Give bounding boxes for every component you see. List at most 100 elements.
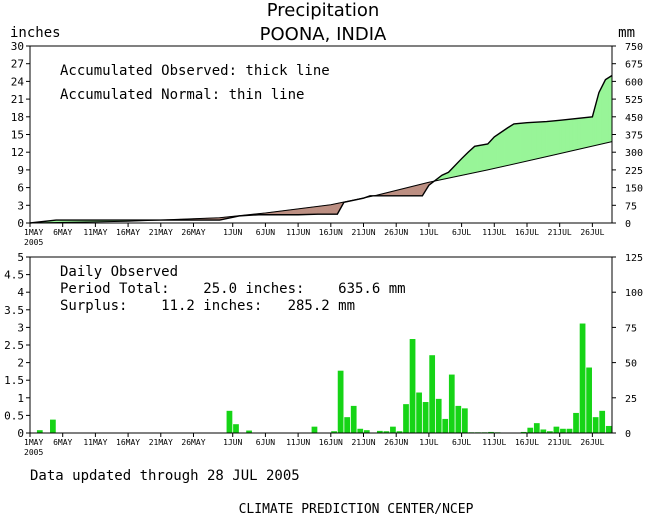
- daily-bar: [573, 412, 579, 433]
- daily-bar: [540, 429, 547, 433]
- B-ytick-left-label: 2: [17, 357, 24, 370]
- B-xtick-label: 21JUN: [351, 438, 375, 447]
- daily-bar: [363, 430, 370, 433]
- B-xtick-label: 21JUL: [548, 438, 572, 447]
- T-ytick-left-label: 0: [17, 217, 24, 230]
- T-ytick-right-label: 0: [625, 219, 631, 230]
- T-ytick-left-label: 12: [11, 146, 24, 159]
- T-ytick-right-label: 675: [625, 60, 643, 71]
- B-xtick-label: 16JUL: [515, 438, 539, 447]
- daily-bar: [461, 408, 468, 433]
- daily-bar: [448, 374, 455, 433]
- accumulated-observed-line: [29, 74, 613, 224]
- B-ytick-left-label: 0: [17, 427, 24, 440]
- T-ytick-left-label: 9: [17, 164, 24, 177]
- B-ytick-right-label: 100: [625, 288, 643, 299]
- daily-bar: [547, 431, 553, 433]
- daily-bar: [331, 431, 337, 433]
- daily-bar: [409, 339, 416, 433]
- T-xtick-label: 6MAY: [53, 228, 72, 237]
- daily-bar: [233, 424, 239, 433]
- B-xtick-label: 1MAY: [24, 438, 43, 447]
- B-ytick-right-label: 125: [625, 253, 643, 264]
- daily-bar: [422, 402, 429, 433]
- B-xtick-label: 26MAY: [181, 438, 205, 447]
- daily-bar: [416, 392, 422, 433]
- daily-bar: [520, 431, 527, 433]
- T-ytick-left-label: 24: [11, 75, 25, 88]
- T-ytick-left-label: 6: [17, 182, 24, 195]
- right-axis-unit: mm: [618, 25, 635, 41]
- T-xtick-label: 11MAY: [83, 228, 107, 237]
- T-ytick-right-label: 600: [625, 77, 643, 88]
- daily-bar: [337, 370, 344, 433]
- B-ytick-left-label: 4.5: [4, 269, 24, 282]
- footer-updated: Data updated through 28 JUL 2005: [30, 468, 300, 484]
- daily-bar: [560, 428, 566, 433]
- B-xtick-label: 11MAY: [83, 438, 107, 447]
- surplus-label: Surplus: 11.2 inches: 285.2 mm: [60, 298, 355, 314]
- period-total-label: Period Total: 25.0 inches: 635.6 mm: [60, 281, 406, 297]
- T-ytick-right-label: 750: [625, 42, 643, 53]
- daily-bar: [344, 417, 351, 433]
- B-xtick-label: 11JUL: [482, 438, 506, 447]
- B-ytick-left-label: 3: [17, 321, 24, 334]
- daily-bar: [442, 418, 449, 433]
- T-xtick-label: 1JUL: [419, 228, 438, 237]
- T-xtick-label: 16MAY: [116, 228, 140, 237]
- T-xyear-label: 2005: [24, 238, 43, 247]
- B-ytick-right-label: 0: [625, 429, 631, 440]
- left-axis-unit: inches: [10, 25, 61, 41]
- chart-title: Precipitation: [267, 0, 380, 21]
- T-xtick-label: 21MAY: [149, 228, 173, 237]
- T-ytick-right-label: 525: [625, 95, 643, 106]
- T-xtick-label: 21JUN: [351, 228, 375, 237]
- B-xtick-label: 26JUN: [384, 438, 408, 447]
- daily-bar: [455, 405, 462, 433]
- B-ytick-left-label: 1: [17, 392, 24, 405]
- daily-bar: [403, 404, 409, 433]
- daily-observed-label: Daily Observed: [60, 264, 178, 280]
- B-xtick-label: 1JUN: [223, 438, 242, 447]
- B-xtick-label: 11JUN: [286, 438, 310, 447]
- daily-bar: [599, 410, 606, 433]
- daily-bar: [226, 410, 233, 433]
- T-ytick-right-label: 300: [625, 148, 643, 159]
- daily-bar: [311, 426, 318, 433]
- T-xtick-label: 16JUN: [319, 228, 343, 237]
- T-ytick-right-label: 450: [625, 113, 643, 124]
- chart-subtitle: POONA, INDIA: [260, 24, 387, 45]
- legend-normal: Accumulated Normal: thin line: [60, 87, 304, 103]
- daily-bar: [566, 428, 573, 433]
- daily-bar: [579, 323, 586, 433]
- B-xtick-label: 16MAY: [116, 438, 140, 447]
- daily-bar: [383, 431, 390, 433]
- B-xtick-label: 21MAY: [149, 438, 173, 447]
- T-ytick-left-label: 15: [11, 129, 24, 142]
- T-xtick-label: 6JUN: [256, 228, 275, 237]
- B-xyear-label: 2005: [24, 448, 43, 457]
- T-xtick-label: 11JUL: [482, 228, 506, 237]
- legend-observed: Accumulated Observed: thick line: [60, 63, 330, 79]
- T-ytick-right-label: 375: [625, 131, 643, 142]
- B-xtick-label: 6JUN: [256, 438, 275, 447]
- accumulated-panel: inches mm Accumulated Observed: thick line…: [10, 25, 643, 247]
- daily-bar: [350, 405, 357, 433]
- B-ytick-left-label: 5: [17, 251, 24, 264]
- T-xtick-label: 26JUN: [384, 228, 408, 237]
- B-xtick-label: 1JUL: [419, 438, 438, 447]
- daily-bar: [396, 431, 403, 433]
- B-ytick-right-label: 75: [625, 323, 637, 334]
- T-xtick-label: 1JUN: [223, 228, 242, 237]
- daily-bar: [592, 417, 599, 433]
- T-xtick-label: 1MAY: [24, 228, 43, 237]
- B-xtick-label: 6MAY: [53, 438, 72, 447]
- daily-bar: [488, 431, 494, 433]
- B-ytick-left-label: 2.5: [4, 339, 24, 352]
- T-xtick-label: 6JUL: [452, 228, 471, 237]
- T-xtick-label: 16JUL: [515, 228, 539, 237]
- B-ytick-left-label: 1.5: [4, 374, 24, 387]
- T-ytick-right-label: 75: [625, 201, 637, 212]
- daily-bar: [376, 430, 383, 433]
- daily-bar: [246, 430, 252, 433]
